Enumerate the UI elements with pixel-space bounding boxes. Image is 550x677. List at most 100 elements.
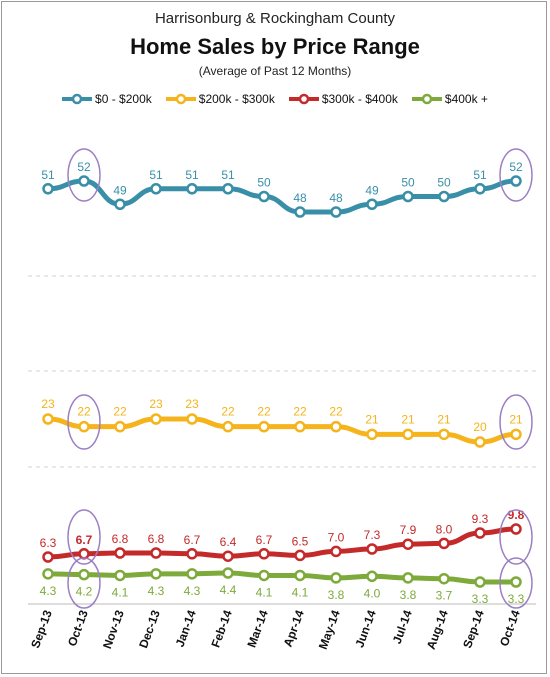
series-0-point-1: [78, 175, 90, 187]
series-0-point-8: [330, 206, 342, 218]
series-2-point-6: [258, 548, 270, 560]
legend-marker-3: [411, 93, 442, 105]
series-0-data-label-5: 51: [221, 168, 235, 182]
series-1-point-6: [258, 420, 270, 433]
series-1-point-7: [294, 420, 306, 433]
series-0-point-4: [186, 183, 198, 195]
series-0-point-2: [114, 198, 126, 210]
series-2-data-label-8: 7.0: [328, 530, 345, 544]
x-tick-label-12: Sep-14: [460, 608, 487, 650]
series-3-point-1: [78, 568, 90, 581]
series-3-point-9: [366, 570, 378, 583]
series-2-data-label-0: 6.3: [40, 536, 57, 550]
series-0-data-label-13: 52: [509, 160, 523, 174]
series-0-point-12: [474, 183, 486, 195]
series-3-data-label-2: 4.1: [112, 585, 129, 599]
series-2-data-label-10: 7.9: [400, 523, 417, 537]
legend-label-2: $300k - $400k: [321, 92, 398, 106]
series-0-data-label-4: 51: [185, 168, 199, 182]
series-3-point-3: [150, 568, 162, 580]
series-2-data-label-1: 6.7: [76, 533, 93, 547]
x-tick-label-10: Jul-14: [390, 608, 415, 646]
series-1-point-4: [186, 413, 198, 425]
series-0-data-label-0: 51: [41, 168, 55, 182]
series-0-point-6: [258, 190, 270, 203]
series-1-point-13: [510, 428, 522, 441]
x-tick-label-5: Feb-14: [208, 608, 234, 649]
x-tick-label-13: Oct-14: [497, 608, 523, 648]
series-2-data-label-2: 6.8: [112, 532, 129, 546]
series-1-data-label-6: 22: [257, 405, 271, 419]
series-2-data-label-9: 7.3: [364, 528, 381, 542]
series-0-data-label-7: 48: [293, 191, 307, 205]
series-1-data-label-5: 22: [221, 405, 235, 419]
series-2-point-7: [294, 549, 306, 562]
series-3-data-label-6: 4.1: [256, 585, 273, 599]
series-3-point-13: [510, 576, 522, 588]
series-1-point-8: [330, 420, 342, 433]
series-0-point-9: [366, 198, 378, 210]
series-2-point-0: [42, 551, 54, 563]
series-3-data-label-12: 3.3: [472, 592, 489, 606]
series-3-point-10: [402, 572, 414, 584]
series-3-point-11: [438, 572, 450, 585]
series-3-point-7: [294, 569, 306, 582]
series-1-data-label-11: 21: [437, 412, 451, 426]
series-2-data-label-7: 6.5: [292, 534, 309, 548]
series-3-data-label-11: 3.7: [436, 589, 453, 603]
series-2-data-label-12: 9.3: [472, 512, 489, 526]
series-3-point-12: [474, 576, 486, 588]
series-1-data-label-8: 22: [329, 405, 343, 419]
series-0-point-7: [294, 206, 306, 218]
series-1-data-label-3: 23: [149, 397, 163, 411]
series-0-data-label-1: 52: [77, 160, 91, 174]
x-tick-label-9: Jun-14: [352, 608, 378, 649]
series-0-point-10: [402, 190, 414, 203]
legend-item-2: $300k - $400k: [288, 92, 398, 106]
series-3-point-5: [222, 567, 234, 579]
legend-label-3: $400k +: [444, 92, 488, 106]
series-3-data-label-0: 4.3: [40, 584, 57, 598]
series-2-point-9: [366, 543, 378, 555]
series-2-data-label-6: 6.7: [256, 533, 273, 547]
series-1-point-10: [402, 428, 414, 441]
series-3-data-label-7: 4.1: [292, 585, 309, 599]
series-0-data-label-12: 51: [473, 168, 487, 182]
x-tick-label-2: Nov-13: [100, 608, 127, 651]
series-0-data-label-3: 51: [149, 168, 163, 182]
highlight-ellipse-1-3: [499, 557, 533, 609]
series-2-data-label-11: 8.0: [436, 522, 453, 536]
series-3-data-label-4: 4.3: [184, 584, 201, 598]
series-0-point-11: [438, 190, 450, 203]
chart-subtitle: (Average of Past 12 Months): [198, 64, 352, 78]
series-0-point-13: [510, 175, 522, 187]
highlight-ellipse-0-1: [67, 394, 101, 450]
series-3-data-label-1: 4.2: [76, 585, 93, 599]
series-0-data-label-11: 50: [437, 176, 451, 190]
legend-label-1: $200k - $300k: [198, 92, 275, 106]
series-2-data-label-4: 6.7: [184, 533, 201, 547]
series-0-data-label-2: 49: [113, 183, 127, 197]
legend-item-0: $0 - $200k: [62, 92, 152, 106]
series-2-point-8: [330, 545, 342, 558]
series-0-data-label-6: 50: [257, 176, 271, 190]
series-1-point-1: [78, 420, 90, 433]
series-3-point-6: [258, 569, 270, 582]
series-1-data-label-12: 20: [473, 420, 487, 434]
series-3-data-label-10: 3.8: [400, 588, 417, 602]
series-2-point-1: [78, 548, 90, 560]
series-1-data-label-1: 22: [77, 405, 91, 419]
x-tick-label-8: May-14: [316, 608, 343, 651]
x-tick-label-11: Aug-14: [424, 608, 451, 651]
x-tick-label-1: Oct-13: [65, 608, 91, 648]
highlight-ellipse-1-2: [499, 509, 533, 565]
series-1-data-label-2: 22: [113, 405, 127, 419]
highlight-ellipse-1-0: [499, 148, 533, 202]
series-2-point-12: [474, 527, 486, 539]
series-3-data-label-9: 4.0: [364, 586, 381, 600]
legend-marker-1: [165, 93, 196, 105]
highlight-ellipse-0-0: [67, 148, 101, 202]
series-1-data-label-0: 23: [41, 397, 55, 411]
